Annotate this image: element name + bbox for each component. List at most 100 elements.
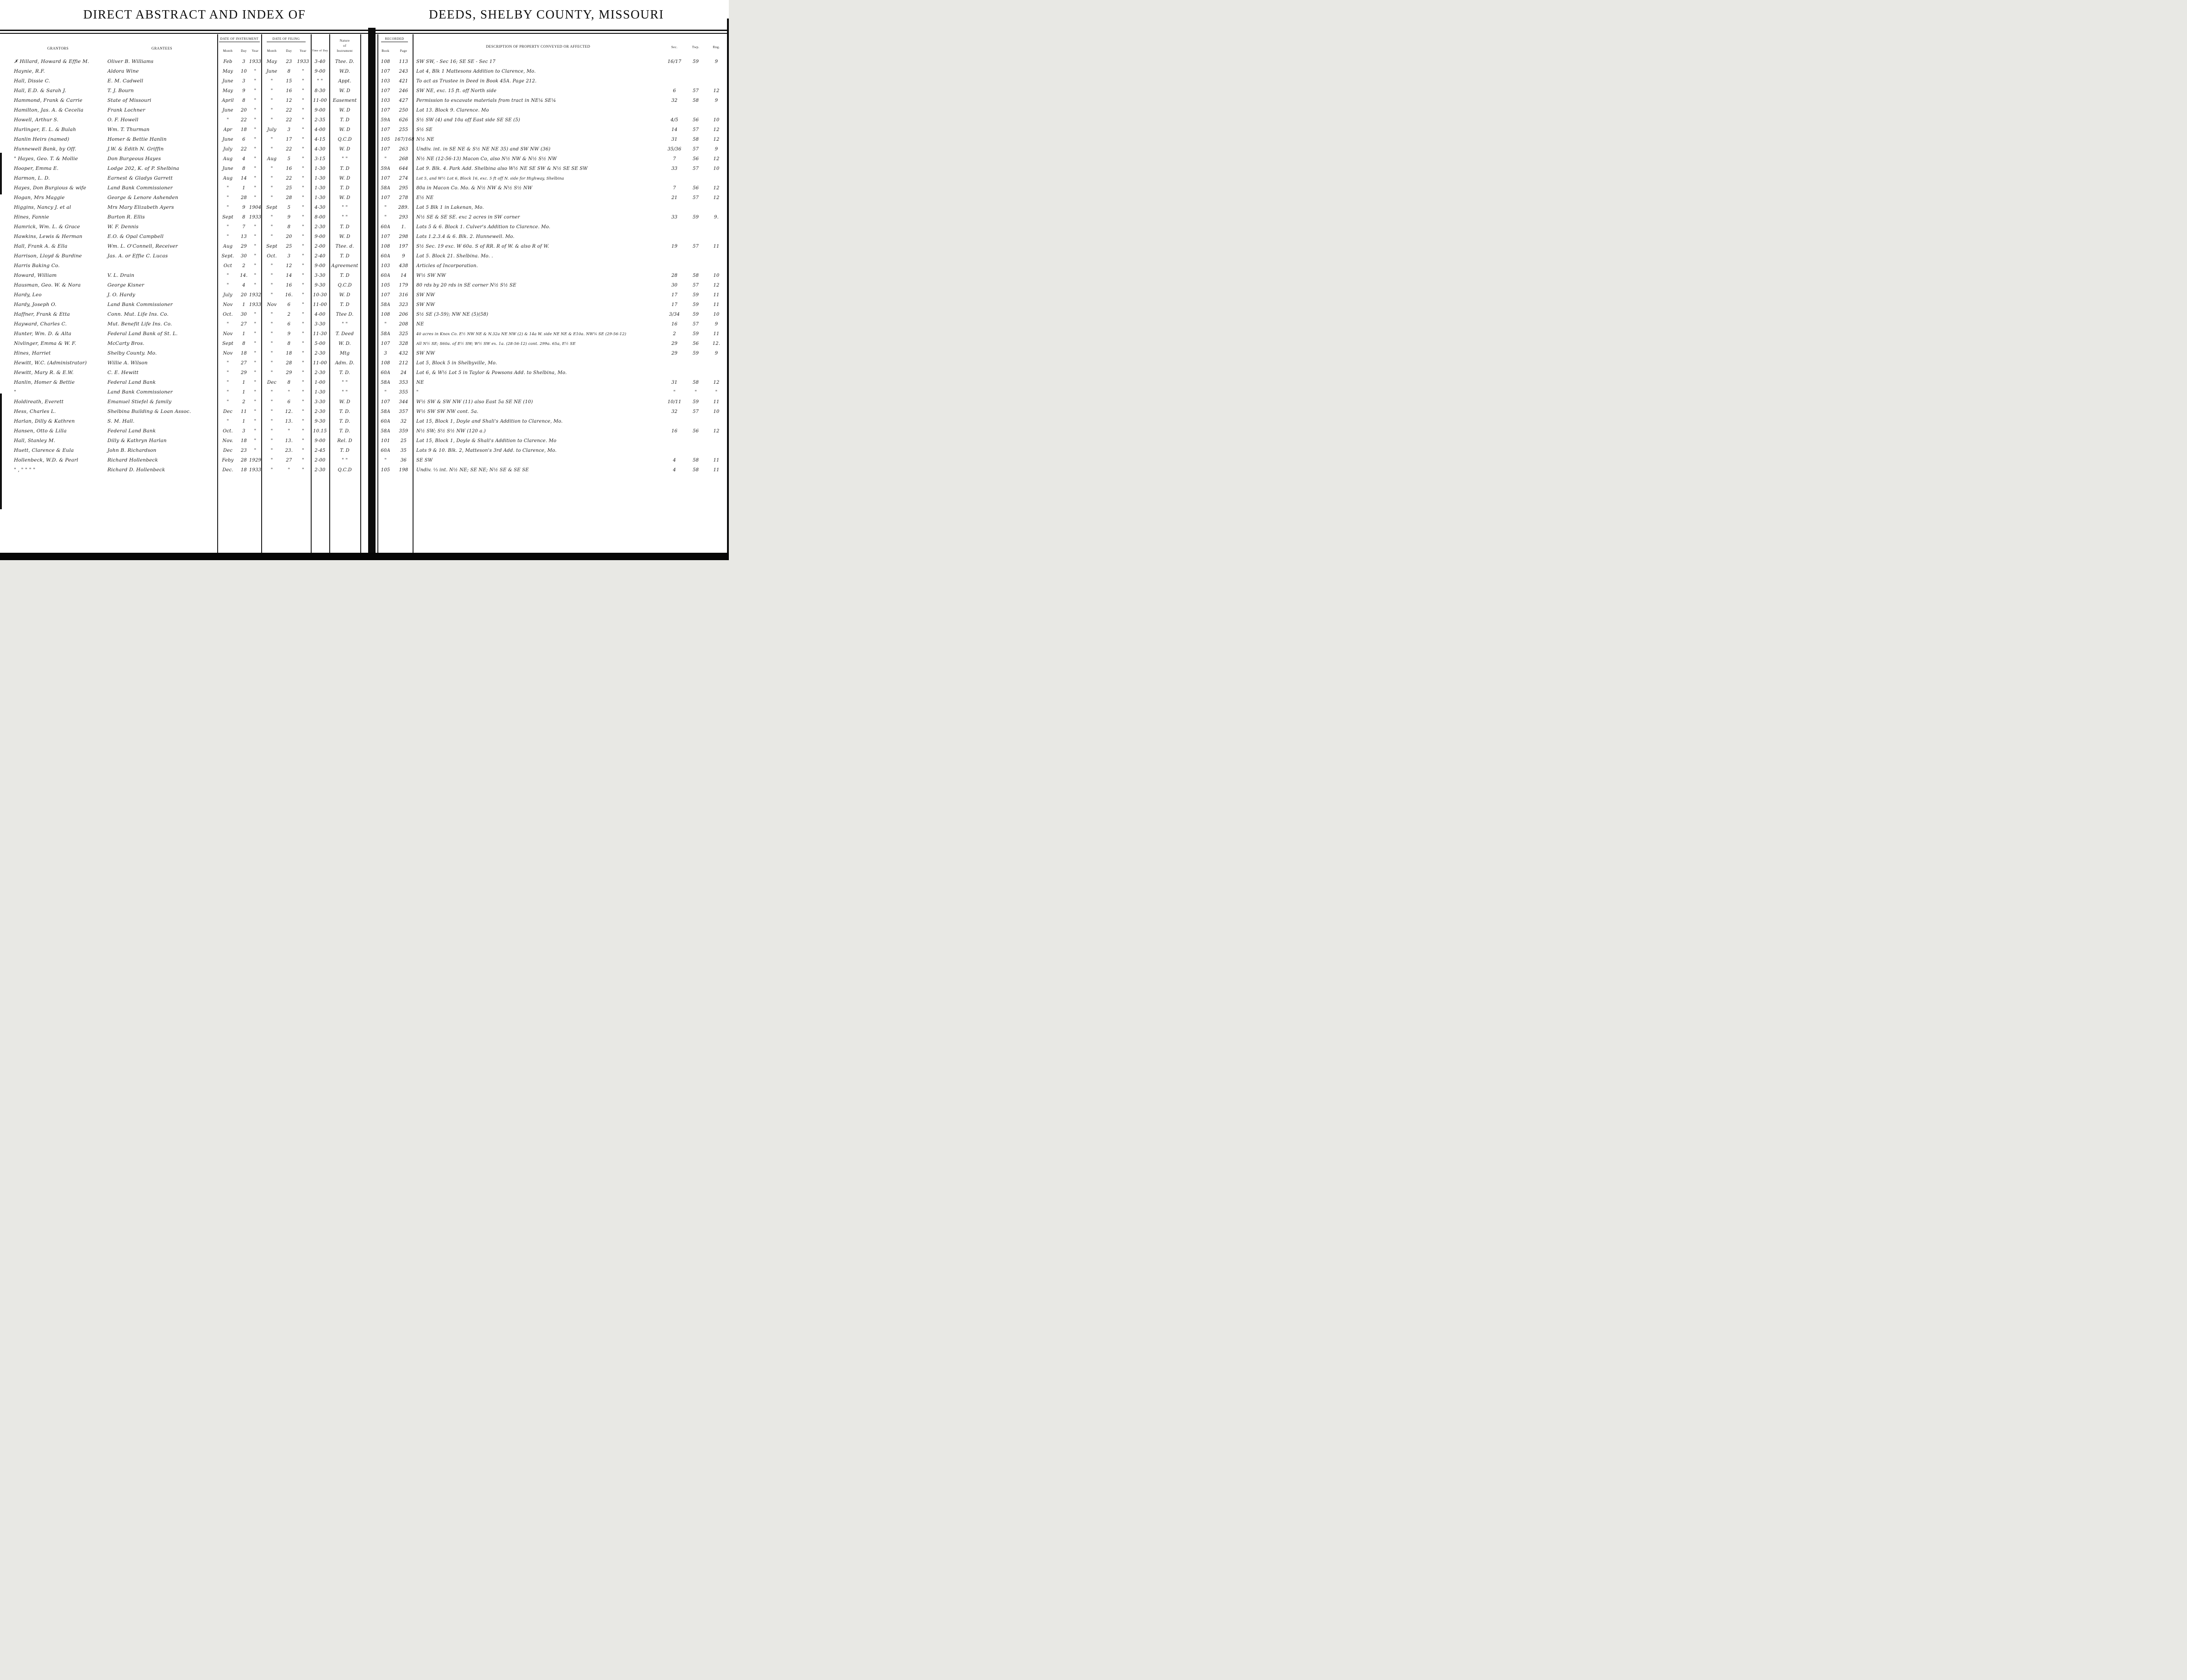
filing-day-cell: 16	[286, 88, 292, 94]
inst-month-cell: "	[226, 370, 229, 375]
inst-month-cell: "	[226, 225, 229, 230]
filing-year-cell: "	[302, 166, 304, 171]
description-cell: Lot 4, Blk 1 Mattesons Addition to Clare…	[416, 69, 536, 74]
description-cell: Lots 5 & 6. Block 1. Culver's Addition t…	[416, 225, 551, 230]
page-cell: 432	[399, 351, 408, 356]
inst-year-cell: "	[254, 341, 257, 346]
inst-day-cell: 1	[242, 302, 245, 307]
column-headers: GRANTORS GRANTEES DATE OF INSTRUMENT Mon…	[0, 34, 729, 57]
twp-cell: 56	[692, 156, 699, 162]
inst-month-cell: "	[226, 118, 229, 123]
inst-day-cell: 30	[240, 312, 247, 317]
grantor-cell: Holdireath, Everett	[14, 399, 64, 405]
description-cell: 80a in Macon Co. Mo. & N½ NW & N½ S½ NW	[416, 186, 533, 191]
page-cell: 250	[399, 108, 408, 113]
filing-month-cell: "	[270, 118, 273, 123]
inst-month-cell: "	[226, 234, 229, 239]
grantor-cell: Harmon, L. D.	[14, 175, 50, 181]
twp-cell: 56	[692, 341, 699, 346]
time-cell: 9-00	[314, 234, 326, 239]
inst-year-cell: "	[254, 254, 257, 259]
grantor-cell: Hamilton, Jas. A. & Cecelia	[14, 107, 84, 113]
time-cell: 9-00	[314, 438, 326, 443]
filing-year-cell: 1933	[297, 59, 309, 64]
time-cell: 11-00	[313, 302, 327, 307]
grantee-cell: Richard Hollenbeck	[107, 457, 158, 463]
book-cell: 107	[381, 293, 390, 298]
nature-cell: T. D	[340, 302, 350, 307]
description-cell: Lots 9 & 10. Blk. 2, Matteson's 3rd Add.…	[416, 448, 557, 453]
filing-month-cell: Sept	[266, 205, 277, 210]
inst-year-cell: "	[254, 137, 257, 142]
inst-year-cell: "	[254, 429, 257, 434]
page-cell: 1.	[401, 225, 406, 230]
nature-cell: Rel. D	[337, 438, 352, 443]
description-cell: SW NW	[416, 351, 435, 356]
grantee-cell: Dilly & Kathryn Harlan	[107, 438, 167, 443]
twp-cell: 57	[692, 195, 699, 200]
description-cell: N½ NE (12-56-13) Macon Co, also N½ NW & …	[416, 156, 557, 162]
grantee-cell: J. O. Hardy	[107, 292, 136, 298]
nature-cell: T. D.	[339, 370, 351, 375]
grantee-cell: Don Burgeous Hayes	[107, 156, 161, 162]
filing-month-cell: "	[270, 361, 273, 366]
filing-month-cell: "	[270, 108, 273, 113]
inst-day-cell: 8	[242, 215, 245, 220]
filing-year-cell: "	[302, 361, 304, 366]
inst-month-cell: Oct	[223, 263, 232, 269]
ledger-row: Hanlin Heirs (named) Homer & Bettie Hanli…	[0, 135, 729, 144]
time-cell: 4-30	[314, 147, 326, 152]
grantor-cell: Hunter, Wm. D. & Alta	[14, 331, 72, 337]
grantee-cell: Land Bank Commissioner	[107, 389, 173, 395]
time-cell: 10.15	[313, 429, 327, 434]
nature-cell: W. D	[339, 127, 351, 132]
grantor-cell: Hess, Charles L.	[14, 409, 56, 414]
filing-month-cell: "	[270, 390, 273, 395]
filing-month-cell: "	[270, 458, 273, 463]
sec-cell: 33	[671, 166, 678, 171]
inst-day-cell: 4	[242, 156, 245, 162]
description-cell: SW NW	[416, 293, 435, 298]
rng-cell: 12	[713, 186, 720, 191]
description-cell: W½ SW NW	[416, 273, 446, 278]
filing-year-cell: "	[302, 263, 304, 269]
inst-year-cell: "	[254, 390, 257, 395]
description-cell: Lot 5, Block 5 in Shelbyville, Mo.	[416, 361, 497, 366]
rng-cell: 9.	[714, 215, 719, 220]
description-cell: 80 rds by 20 rds in SE corner N½ S½ SE	[416, 283, 516, 288]
grantor-cell: Higgins, Nancy J. et al	[14, 205, 71, 210]
time-cell: 9-00	[314, 108, 326, 113]
grantee-cell: Federal Land Bank of St. L.	[107, 331, 178, 337]
rng-cell: 12	[713, 429, 720, 434]
grantee-cell: John B. Richardson	[107, 448, 157, 453]
page-cell: 212	[399, 361, 408, 366]
rng-cell: 11	[713, 293, 720, 298]
column-rule	[261, 34, 262, 553]
grantor-cell: Hewitt, W.C. (Administrator)	[14, 360, 87, 366]
time-cell: " "	[317, 79, 323, 84]
grantee-cell: O. F. Howell	[107, 117, 138, 123]
inst-month-cell: Aug	[223, 156, 233, 162]
grantor-cell: Hines, Fannie	[14, 214, 50, 220]
nature-cell: T. D	[340, 273, 350, 278]
filing-year-cell: "	[302, 254, 304, 259]
filing-day-cell: 6	[287, 302, 291, 307]
ledger-row: Hall, Stanley M. Dilly & Kathryn Harlan No…	[0, 436, 729, 446]
ledger-row: Hausman, Geo. W. & Nora George Kisner " 4 " "…	[0, 281, 729, 290]
grantor-cell: Hines, Harriet	[14, 350, 51, 356]
description-cell: Lot 15, Block 1, Doyle and Shali's Addit…	[416, 419, 563, 424]
filing-year-cell: "	[302, 322, 304, 327]
twp-cell: 58	[692, 98, 699, 103]
grantor-cell: Hurlinger, E. L. & Bulah	[14, 127, 76, 132]
filing-year-cell: "	[302, 312, 304, 317]
description-cell: W½ SW & SW NW (11) also East 5a SE NE (1…	[416, 400, 533, 405]
inst-year-cell: "	[254, 147, 257, 152]
twp-cell: 57	[692, 409, 699, 414]
book-cell: 3	[384, 351, 387, 356]
sec-cell: 35/36	[667, 147, 682, 152]
sec-cell: 31	[671, 137, 678, 142]
ledger-page: DIRECT ABSTRACT AND INDEX OF DEEDS, SHEL…	[0, 0, 729, 560]
filing-month-cell: "	[270, 429, 273, 434]
inst-day-cell: 22	[240, 147, 247, 152]
twp-cell: 58	[692, 380, 699, 385]
